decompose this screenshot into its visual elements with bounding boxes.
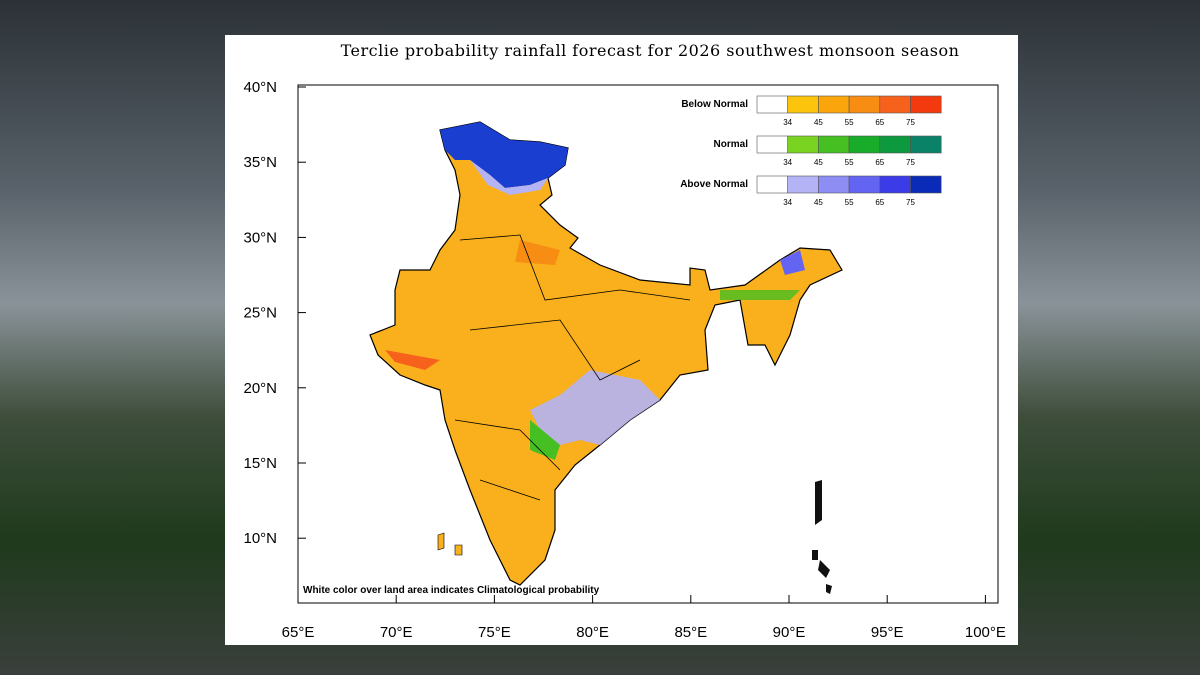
state-borders [454, 234, 691, 501]
legend-swatch [756, 175, 789, 194]
map-note: White color over land area indicates Cli… [303, 585, 600, 596]
lat-label: 25°N [243, 305, 277, 322]
lon-label: 90°E [773, 624, 806, 641]
legend-tick: 75 [906, 158, 915, 167]
legend-label: Above Normal [680, 179, 748, 190]
lon-label: 75°E [478, 624, 511, 641]
lat-label: 30°N [243, 229, 277, 246]
legend-swatch [879, 95, 911, 114]
islands [437, 532, 463, 556]
legend-tick: 45 [814, 198, 823, 207]
legend-swatch [818, 175, 850, 194]
legend-swatch [818, 135, 850, 154]
lat-label: 40°N [243, 79, 277, 96]
orange-patch [515, 240, 560, 265]
lon-label: 95°E [871, 624, 904, 641]
legend-tick: 45 [814, 158, 823, 167]
legend-swatch [848, 135, 881, 154]
lat-label: 20°N [243, 380, 277, 397]
blue-patch [440, 122, 568, 188]
legend-swatch [787, 95, 819, 114]
legend-swatch [756, 95, 789, 114]
legend-swatch [848, 95, 881, 114]
legend-swatch [756, 135, 789, 154]
legend-tick: 75 [906, 118, 915, 127]
islands [812, 480, 832, 594]
legend-label: Below Normal [681, 99, 748, 110]
legend-tick: 34 [783, 158, 792, 167]
legend-swatch [787, 135, 819, 154]
lat-label: 15°N [243, 455, 277, 472]
legend-tick: 55 [845, 198, 854, 207]
legend-tick: 65 [875, 198, 884, 207]
lon-label: 65°E [282, 624, 315, 641]
blue-patch [780, 250, 805, 275]
legend-swatch [848, 175, 881, 194]
legend-swatch [910, 135, 942, 154]
map-title: Terclie probability rainfall forecast fo… [341, 41, 960, 60]
legend-tick: 45 [814, 118, 823, 127]
legend-tick: 55 [845, 158, 854, 167]
lon-label: 80°E [576, 624, 609, 641]
legend-tick: 65 [875, 118, 884, 127]
legend-tick: 34 [783, 198, 792, 207]
legend-swatch [879, 175, 911, 194]
legend-swatch [879, 135, 911, 154]
lavender-patch [530, 370, 660, 445]
lon-label: 100°E [965, 624, 1006, 641]
legend-tick: 55 [845, 118, 854, 127]
lavender-patch [470, 160, 548, 195]
legend-tick: 34 [783, 118, 792, 127]
legend-tick: 65 [875, 158, 884, 167]
legend-swatch [787, 175, 819, 194]
map-frame [297, 84, 999, 604]
legend-swatch [910, 175, 942, 194]
green-patch [720, 290, 800, 300]
legend-tick: 75 [906, 198, 915, 207]
legend-label: Normal [714, 139, 749, 150]
green-patch [530, 420, 560, 460]
india-map [369, 121, 843, 594]
lat-label: 10°N [243, 530, 277, 547]
legend-swatch [818, 95, 850, 114]
red-patch [385, 350, 440, 370]
legend-swatch [910, 95, 942, 114]
lon-label: 70°E [380, 624, 413, 641]
lat-label: 35°N [243, 154, 277, 171]
lon-label: 85°E [674, 624, 707, 641]
